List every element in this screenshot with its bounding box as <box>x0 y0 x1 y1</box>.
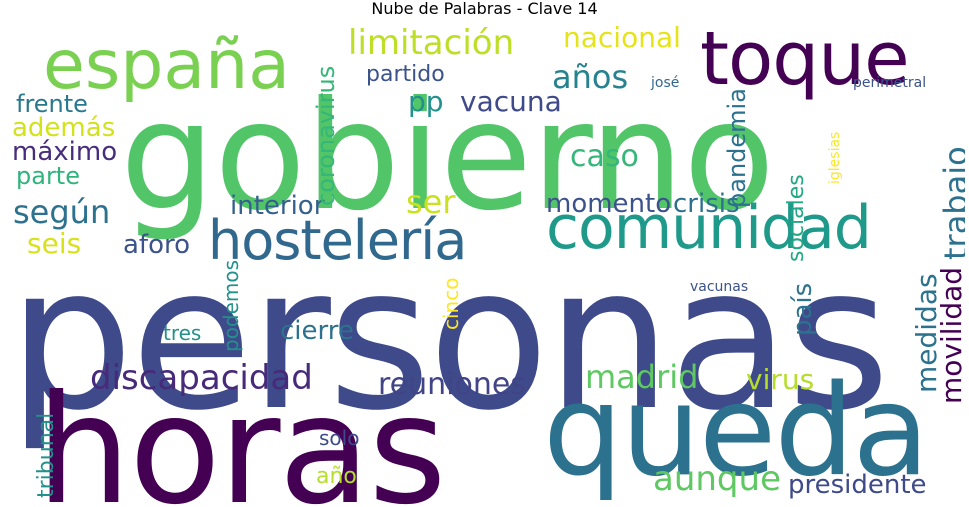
word-tres: tres <box>163 321 202 345</box>
word-reuniones: reuniones <box>378 367 526 402</box>
word-personas: personas <box>8 223 890 454</box>
word-aforo: aforo <box>123 230 191 260</box>
word-cinco: cinco <box>439 277 463 330</box>
word-trabajo: trabajo <box>937 146 965 260</box>
word-ser: ser <box>406 183 456 221</box>
word-pandemia: pandemia <box>723 88 751 208</box>
word-según: según <box>13 193 111 231</box>
word-cierre: cierre <box>280 316 354 346</box>
word-presidente: presidente <box>788 470 927 500</box>
word-gobierno: gobierno <box>120 70 775 244</box>
word-hostelería: hostelería <box>208 209 467 272</box>
word-españa: españa <box>43 26 290 105</box>
word-tribunal: tribunal <box>34 412 59 498</box>
word-momento: momento <box>546 189 672 219</box>
word-crisis: crisis <box>673 189 740 219</box>
word-vacunas: vacunas <box>690 279 749 295</box>
word-virus: virus <box>746 363 815 396</box>
word-años: años <box>552 58 629 96</box>
word-discapacidad: discapacidad <box>90 358 313 398</box>
word-además: además <box>12 113 116 143</box>
word-horas: horas <box>36 364 447 506</box>
word-frente: frente <box>16 90 88 118</box>
word-josé: josé <box>651 75 680 91</box>
word-seis: seis <box>27 227 82 260</box>
word-interior: interior <box>230 191 325 221</box>
word-madrid: madrid <box>585 358 699 396</box>
word-aunque: aunque <box>653 459 781 499</box>
word-limitación: limitación <box>348 23 515 63</box>
word-solo: solo <box>319 426 360 450</box>
word-pp: pp <box>408 85 444 118</box>
word-vacuna: vacuna <box>460 85 562 118</box>
word-iglesias: iglesias <box>827 131 843 184</box>
word-comunidad: comunidad <box>546 193 872 263</box>
word-partido: partido <box>366 62 445 87</box>
word-nacional: nacional <box>563 21 681 54</box>
word-año: año <box>316 464 357 489</box>
word-parte: parte <box>16 162 80 190</box>
word-podemos: podemos <box>219 259 243 352</box>
word-máximo: máximo <box>12 137 118 167</box>
word-sociales: sociales <box>784 174 809 262</box>
chart-title: Nube de Palabras - Clave 14 <box>371 0 598 18</box>
word-toque: toque <box>700 18 910 102</box>
word-caso: caso <box>570 139 639 174</box>
word-cloud: personas gobierno horas queda toque espa… <box>8 18 965 506</box>
word-coronavirus: coronavirus <box>312 65 340 206</box>
word-queda: queda <box>543 357 930 504</box>
word-movilidad: movilidad <box>935 266 965 404</box>
word-país: país <box>788 282 818 336</box>
word-perimetral: perimetral <box>853 75 927 91</box>
